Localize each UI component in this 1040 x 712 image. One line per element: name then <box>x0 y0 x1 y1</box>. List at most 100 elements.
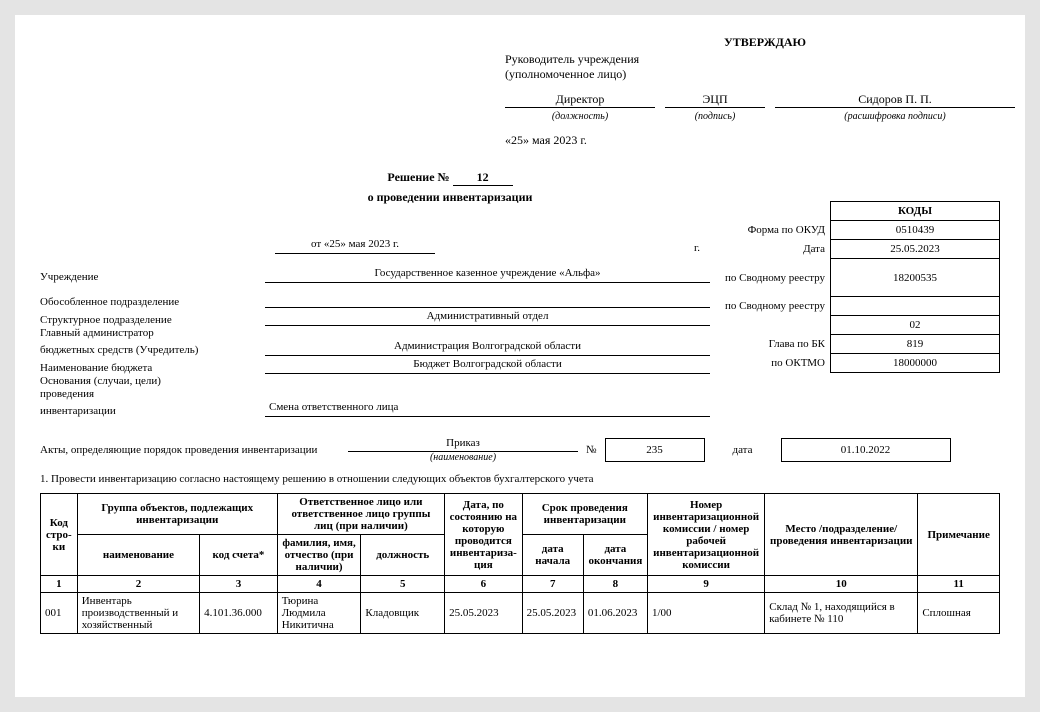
r1c7: 25.05.2023 <box>522 593 583 634</box>
approve-sub2: (уполномоченное лицо) <box>505 67 765 82</box>
admin-label-1: Главный администратор <box>40 327 710 339</box>
th-n1: 1 <box>41 576 78 593</box>
uchr-value: Государственное казенное учреждение «Аль… <box>265 266 710 283</box>
decision-subtitle: о проведении инвентаризации <box>315 190 585 205</box>
table-row: 001 Инвентарь производственный и хозяйст… <box>41 593 1000 634</box>
approve-block: УТВЕРЖДАЮ Руководитель учреждения (уполн… <box>505 35 1025 148</box>
decision-block: Решение № 12 о проведении инвентаризации <box>315 170 585 205</box>
th-kod: Код стро-ки <box>41 494 78 576</box>
r1c4: Тюрина Людмила Никитична <box>277 593 361 634</box>
document-page: УТВЕРЖДАЮ Руководитель учреждения (уполн… <box>15 15 1025 697</box>
signature-row: Директор (должность) ЭЦП (подпись) Сидор… <box>505 92 1025 123</box>
admin-value: Администрация Волгоградской области <box>265 339 710 356</box>
section-1-text: 1. Провести инвентаризацию согласно наст… <box>40 473 594 485</box>
r1c8: 01.06.2023 <box>583 593 647 634</box>
sign-value: ЭЦП <box>665 92 765 108</box>
codes-block: КОДЫ 0510439 25.05.2023 18200535 02 819 … <box>830 201 1000 373</box>
osn-label-2: проведения <box>40 388 710 401</box>
position-caption: (должность) <box>552 111 608 122</box>
budget-value: Бюджет Волгоградской области <box>265 357 710 374</box>
position-value: Директор <box>505 92 655 108</box>
main-table: Код стро-ки Группа объектов, подлежащих … <box>40 493 1000 634</box>
th-n5: 5 <box>361 576 445 593</box>
th-n8: 8 <box>583 576 647 593</box>
codes-labels: Форма по ОКУД Дата по Сводному реестру п… <box>725 221 825 373</box>
code-oktmo: 18000000 <box>831 354 1000 373</box>
decision-number: 12 <box>453 170 513 186</box>
th-fio: фамилия, имя, отчество (при наличии) <box>277 535 361 576</box>
struct-value: Административный отдел <box>265 309 710 326</box>
r1c3: 4.101.36.000 <box>200 593 278 634</box>
obos-label: Обособленное подразделение <box>40 296 260 308</box>
codes-table: КОДЫ 0510439 25.05.2023 18200535 02 819 … <box>830 201 1000 373</box>
act-label: Акты, определяющие порядок проведения ин… <box>40 444 340 456</box>
th-n9: 9 <box>647 576 764 593</box>
act-date: 01.10.2022 <box>781 438 951 462</box>
th-dokon: дата окончания <box>583 535 647 576</box>
name-value: Сидоров П. П. <box>775 92 1015 108</box>
osn-value: Смена ответственного лица <box>265 400 710 417</box>
osn-label-1: Основания (случаи, цели) <box>40 375 710 388</box>
th-kodsch: код счета* <box>200 535 278 576</box>
code-okud: 0510439 <box>831 221 1000 240</box>
label-oktmo: по ОКТМО <box>725 354 825 373</box>
approve-sub1: Руководитель учреждения <box>505 52 765 67</box>
code-glava: 819 <box>831 335 1000 354</box>
label-svod1: по Сводному реестру <box>725 259 825 297</box>
r1c2: Инвентарь производственный и хозяйственн… <box>77 593 199 634</box>
code-date: 25.05.2023 <box>831 240 1000 259</box>
th-naim: наименование <box>77 535 199 576</box>
uchr-label: Учреждение <box>40 271 260 283</box>
r1c10: Склад № 1, находящийся в кабинете № 110 <box>765 593 918 634</box>
r1c6: 25.05.2023 <box>445 593 523 634</box>
decision-label: Решение № <box>387 170 449 184</box>
codes-head: КОДЫ <box>831 202 1000 221</box>
th-nomer: Номер инвентаризационной комиссии / номе… <box>647 494 764 576</box>
name-caption: (расшифровка подписи) <box>844 111 945 122</box>
r1c5: Кладовщик <box>361 593 445 634</box>
sign-caption: (подпись) <box>695 111 736 122</box>
approve-title: УТВЕРЖДАЮ <box>635 35 895 50</box>
act-num-label: № <box>586 444 597 456</box>
th-data: Дата, по состоянию на которую проводится… <box>445 494 523 576</box>
budget-label: Наименование бюджета <box>40 362 260 374</box>
r1c1: 001 <box>41 593 78 634</box>
code-svod2 <box>831 297 1000 316</box>
th-dolzh: должность <box>361 535 445 576</box>
act-num: 235 <box>605 438 705 462</box>
code-svod1: 18200535 <box>831 259 1000 297</box>
label-svod2: по Сводному реестру <box>725 297 825 316</box>
label-okud: Форма по ОКУД <box>725 221 825 240</box>
th-n11: 11 <box>918 576 1000 593</box>
form-rows: от «25» мая 2023 г. г. Учреждение Госуда… <box>40 237 710 418</box>
label-empty <box>725 316 825 335</box>
code-bk: 02 <box>831 316 1000 335</box>
label-glava: Глава по БК <box>725 335 825 354</box>
obos-value <box>265 291 710 308</box>
admin-label-2: бюджетных средств (Учредитель) <box>40 344 260 356</box>
th-srok: Срок проведения инвентаризации <box>522 494 647 535</box>
th-otv: Ответственное лицо или ответственное лиц… <box>277 494 444 535</box>
act-name: Приказ <box>348 436 578 452</box>
act-date-label: дата <box>713 444 773 456</box>
g-label: г. <box>435 242 710 254</box>
osn-label-3: инвентаризации <box>40 405 260 417</box>
th-gruppa: Группа объектов, подлежащих инвентаризац… <box>77 494 277 535</box>
r1c9: 1/00 <box>647 593 764 634</box>
th-n2: 2 <box>77 576 199 593</box>
label-date: Дата <box>725 240 825 259</box>
th-dnach: дата начала <box>522 535 583 576</box>
th-n6: 6 <box>445 576 523 593</box>
th-n7: 7 <box>522 576 583 593</box>
th-n3: 3 <box>200 576 278 593</box>
act-name-cap: (наименование) <box>348 452 578 463</box>
r1c11: Сплошная <box>918 593 1000 634</box>
th-mesto: Место /подразделение/ проведения инвента… <box>765 494 918 576</box>
th-n10: 10 <box>765 576 918 593</box>
th-n4: 4 <box>277 576 361 593</box>
th-prim: Примечание <box>918 494 1000 576</box>
act-row: Акты, определяющие порядок проведения ин… <box>40 436 1000 463</box>
decision-date: от «25» мая 2023 г. <box>275 237 435 254</box>
approve-date: «25» мая 2023 г. <box>505 133 1025 148</box>
struct-label: Структурное подразделение <box>40 314 260 326</box>
